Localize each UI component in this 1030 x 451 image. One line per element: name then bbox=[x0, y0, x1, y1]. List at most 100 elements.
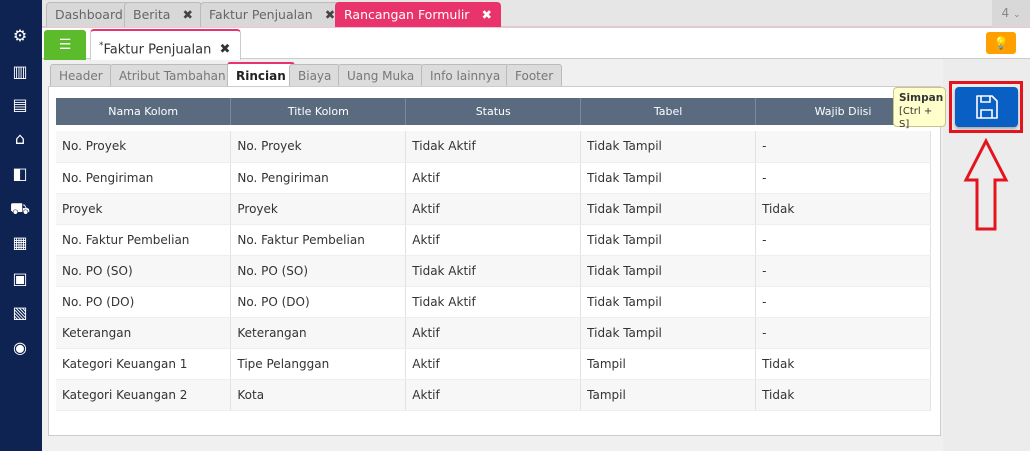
table-cell[interactable]: - bbox=[755, 131, 931, 163]
table-cell[interactable]: Tidak Aktif bbox=[405, 131, 582, 163]
table-cell[interactable]: No. PO (SO) bbox=[56, 255, 232, 287]
menu-button[interactable]: ☰ bbox=[44, 30, 86, 60]
table-cell[interactable]: No. Faktur Pembelian bbox=[56, 224, 232, 256]
table-cell[interactable]: No. PO (DO) bbox=[56, 286, 232, 318]
table-cell[interactable]: Kategori Keuangan 2 bbox=[56, 379, 232, 411]
subtab-header[interactable]: Header bbox=[50, 64, 112, 88]
table-row[interactable]: No. Faktur Pembelian No. Faktur Pembelian… bbox=[56, 224, 931, 256]
table-cell[interactable]: Tidak bbox=[755, 348, 931, 380]
save-button[interactable] bbox=[955, 87, 1018, 127]
table-row[interactable]: Kategori Keuangan 1 Tipe Pelanggan Aktif Ta… bbox=[56, 348, 931, 380]
table-row[interactable]: Kategori Keuangan 2 Kota Aktif Tampil Tidak bbox=[56, 379, 931, 411]
table-cell[interactable]: Keterangan bbox=[56, 317, 232, 349]
tab-berita[interactable]: Berita ✖ bbox=[124, 2, 202, 27]
columns-table: Nama Kolom Title Kolom Status Tabel Waji… bbox=[56, 98, 931, 411]
tab-dashboard[interactable]: Dashboard bbox=[46, 2, 132, 27]
tab-label: Dashboard bbox=[55, 7, 123, 22]
table-cell[interactable]: Aktif bbox=[405, 348, 582, 380]
tips-button[interactable]: 💡 bbox=[986, 32, 1016, 54]
table-cell[interactable]: - bbox=[755, 317, 931, 349]
tab-faktur-penjualan[interactable]: Faktur Penjualan ✖ bbox=[200, 2, 345, 27]
tab-label: Rancangan Formulir bbox=[344, 7, 470, 22]
table-cell[interactable]: Kategori Keuangan 1 bbox=[56, 348, 232, 380]
doc-tab-label: Faktur Penjualan bbox=[103, 42, 212, 58]
table-cell[interactable]: Kota bbox=[230, 379, 407, 411]
subtab-biaya[interactable]: Biaya bbox=[289, 64, 341, 88]
trolley-icon[interactable]: ▦ bbox=[12, 233, 28, 252]
company-icon[interactable]: ▥ bbox=[12, 62, 28, 81]
table-cell[interactable]: - bbox=[755, 286, 931, 318]
table-cell[interactable]: No. Proyek bbox=[56, 131, 232, 163]
table-row[interactable]: Keterangan Keterangan Aktif Tidak Tampil - bbox=[56, 317, 931, 349]
table-cell[interactable]: Tidak Tampil bbox=[580, 224, 757, 256]
table-cell[interactable]: Aktif bbox=[405, 317, 582, 349]
settings-icon[interactable]: ⚙ bbox=[12, 26, 28, 45]
table-cell[interactable]: Aktif bbox=[405, 193, 582, 225]
table-cell[interactable]: - bbox=[755, 255, 931, 287]
subtab-info-lainnya[interactable]: Info lainnya bbox=[421, 64, 510, 88]
tab-count-dropdown[interactable]: 4 ⌄ bbox=[992, 0, 1030, 27]
close-icon[interactable]: ✖ bbox=[324, 7, 336, 22]
rincian-panel: Nama Kolom Title Kolom Status Tabel Waji… bbox=[48, 86, 941, 436]
subtab-uang-muka[interactable]: Uang Muka bbox=[338, 64, 424, 88]
close-icon[interactable]: ✖ bbox=[182, 7, 193, 22]
book-icon[interactable]: ▤ bbox=[12, 95, 28, 114]
header-nama-kolom[interactable]: Nama Kolom bbox=[56, 98, 232, 125]
table-cell[interactable]: Tidak bbox=[755, 379, 931, 411]
table-cell[interactable]: Aktif bbox=[405, 162, 582, 194]
table-cell[interactable]: No. Proyek bbox=[230, 131, 407, 163]
table-cell[interactable]: Proyek bbox=[230, 193, 407, 225]
table-row[interactable]: No. Proyek No. Proyek Tidak Aktif Tidak Tam… bbox=[56, 131, 931, 163]
table-cell[interactable]: Tampil bbox=[580, 348, 757, 380]
close-icon[interactable]: ✖ bbox=[219, 42, 231, 58]
table-cell[interactable]: Tidak Tampil bbox=[580, 162, 757, 194]
header-title-kolom[interactable]: Title Kolom bbox=[230, 98, 407, 125]
floppy-disk-icon bbox=[976, 95, 998, 119]
table-cell[interactable]: Aktif bbox=[405, 379, 582, 411]
table-cell[interactable]: Tidak Tampil bbox=[580, 286, 757, 318]
document-bar: ☰ *Faktur Penjualan ✖ 💡 bbox=[42, 27, 1030, 60]
table-cell[interactable]: Proyek bbox=[56, 193, 232, 225]
table-cell[interactable]: No. Pengiriman bbox=[56, 162, 232, 194]
table-cell[interactable]: - bbox=[755, 162, 931, 194]
table-cell[interactable]: No. PO (DO) bbox=[230, 286, 407, 318]
table-cell[interactable]: No. PO (SO) bbox=[230, 255, 407, 287]
table-cell[interactable]: Tidak Tampil bbox=[580, 255, 757, 287]
table-cell[interactable]: Tipe Pelanggan bbox=[230, 348, 407, 380]
table-cell[interactable]: Tidak Aktif bbox=[405, 286, 582, 318]
warehouse-icon[interactable]: ▣ bbox=[12, 269, 28, 288]
table-cell[interactable]: No. Pengiriman bbox=[230, 162, 407, 194]
close-icon[interactable]: ✖ bbox=[481, 7, 492, 22]
chart-icon[interactable]: ◉ bbox=[13, 338, 27, 357]
table-row[interactable]: No. Pengiriman No. Pengiriman Aktif Tidak T… bbox=[56, 162, 931, 194]
subtab-footer[interactable]: Footer bbox=[506, 64, 563, 88]
chevron-down-icon: ⌄ bbox=[1012, 10, 1021, 20]
tab-rancangan-formulir[interactable]: Rancangan Formulir ✖ bbox=[335, 2, 501, 27]
table-row[interactable]: No. PO (DO) No. PO (DO) Tidak Aktif Tidak T… bbox=[56, 286, 931, 318]
cart-icon[interactable]: ⛟ bbox=[9, 199, 31, 218]
header-status[interactable]: Status bbox=[405, 98, 582, 125]
bag-icon[interactable]: ◧ bbox=[12, 164, 28, 183]
table-cell[interactable]: No. Faktur Pembelian bbox=[230, 224, 407, 256]
up-arrow-annotation bbox=[963, 138, 1009, 231]
report-icon[interactable]: ▧ bbox=[12, 303, 28, 322]
table-cell[interactable]: Tidak Aktif bbox=[405, 255, 582, 287]
subtab-rincian[interactable]: Rincian bbox=[227, 62, 295, 88]
table-cell[interactable]: Tidak Tampil bbox=[580, 193, 757, 225]
table-cell[interactable]: Tampil bbox=[580, 379, 757, 411]
table-row[interactable]: Proyek Proyek Aktif Tidak Tampil Tidak bbox=[56, 193, 931, 225]
table-row[interactable]: No. PO (SO) No. PO (SO) Tidak Aktif Tidak T… bbox=[56, 255, 931, 287]
header-tabel[interactable]: Tabel bbox=[580, 98, 757, 125]
table-cell[interactable]: Aktif bbox=[405, 224, 582, 256]
table-cell[interactable]: - bbox=[755, 224, 931, 256]
main-tab-bar: Dashboard Berita ✖ Faktur Penjualan ✖ Ranc… bbox=[42, 0, 1030, 27]
table-cell[interactable]: Keterangan bbox=[230, 317, 407, 349]
bank-icon[interactable]: ⌂ bbox=[14, 129, 26, 148]
table-cell[interactable]: Tidak bbox=[755, 193, 931, 225]
table-cell[interactable]: Tidak Tampil bbox=[580, 317, 757, 349]
subtab-atribut-tambahan[interactable]: Atribut Tambahan bbox=[110, 64, 235, 88]
save-tooltip: Simpan [Ctrl + S] bbox=[893, 87, 946, 130]
table-cell[interactable]: Tidak Tampil bbox=[580, 131, 757, 163]
doc-tab[interactable]: *Faktur Penjualan ✖ bbox=[90, 29, 242, 60]
highlight-box bbox=[949, 81, 1023, 133]
